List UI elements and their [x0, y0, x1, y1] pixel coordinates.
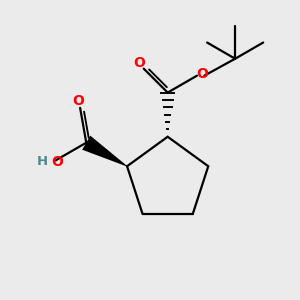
Polygon shape [82, 136, 127, 166]
Text: O: O [196, 67, 208, 81]
Text: H: H [37, 155, 48, 168]
Text: O: O [72, 94, 84, 108]
Text: O: O [51, 155, 63, 169]
Text: O: O [134, 56, 145, 70]
